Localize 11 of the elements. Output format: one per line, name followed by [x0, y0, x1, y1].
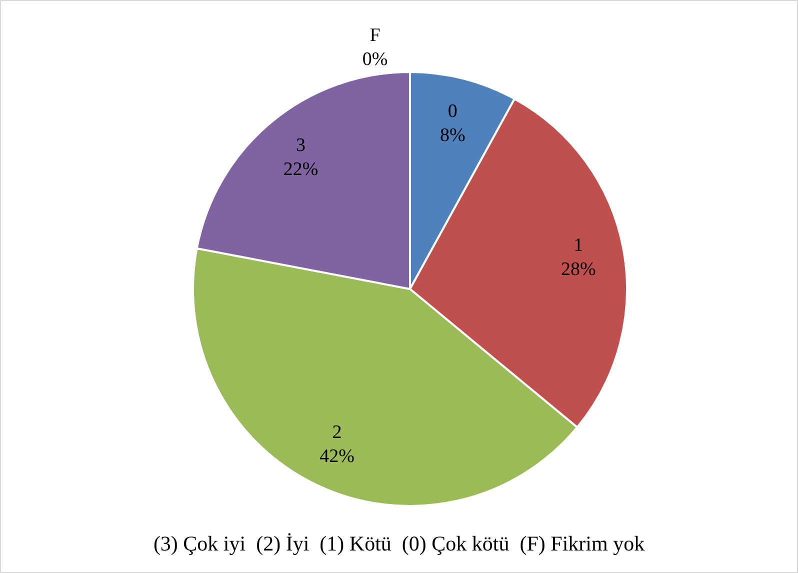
data-label: 8%	[440, 124, 466, 146]
text: (3) Çok iyi (2) İyi (1) Kötü (0) Çok kötü (F) Fikrim yok	[153, 532, 646, 556]
category-label: F	[370, 24, 380, 46]
slice-label: 3	[296, 134, 306, 156]
slice-label: 0	[448, 100, 458, 122]
slice-label: 2	[332, 422, 342, 444]
data-label: 28%	[560, 258, 596, 280]
slice-label: 1	[574, 234, 584, 256]
data-label: 42%	[320, 446, 355, 468]
data-label: 22%	[283, 158, 318, 180]
text: 0%	[362, 48, 388, 70]
